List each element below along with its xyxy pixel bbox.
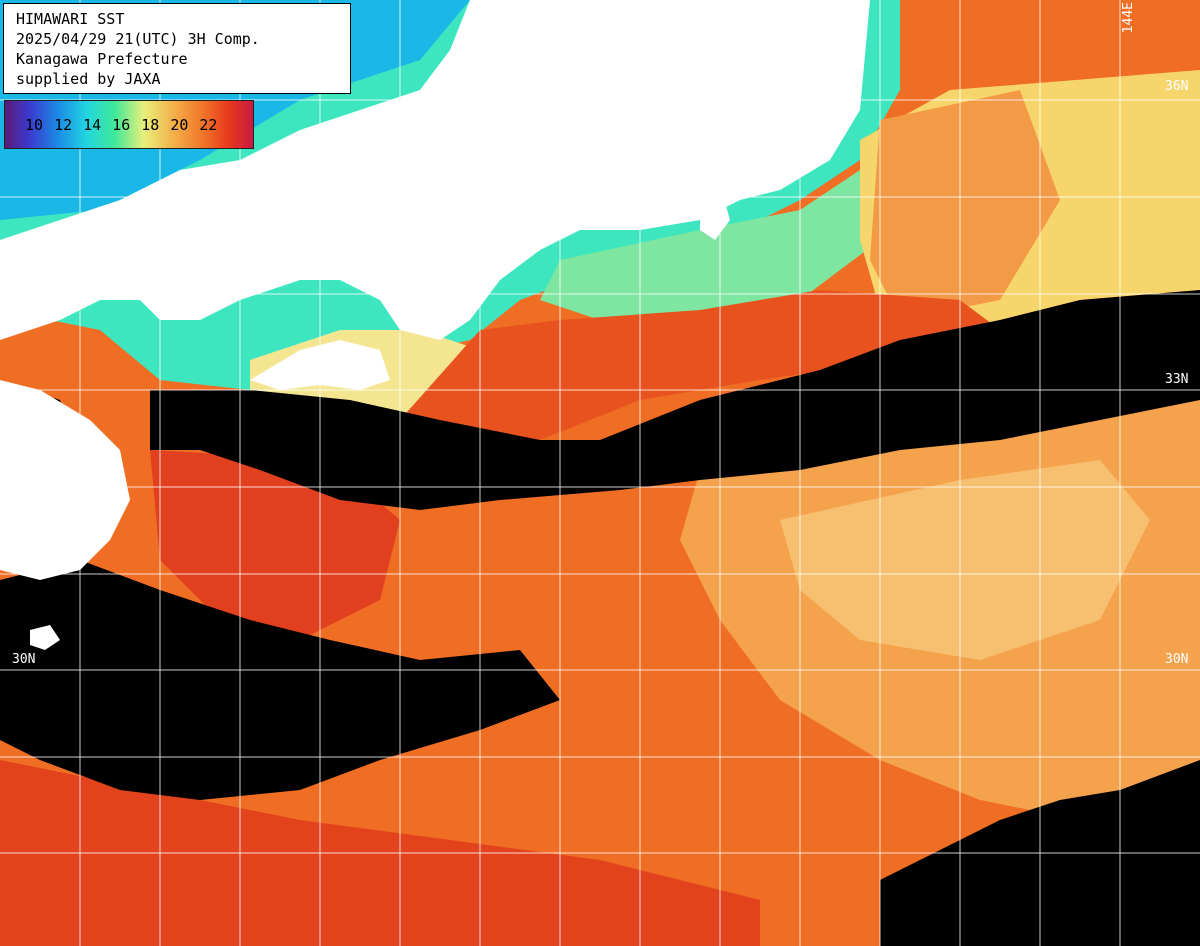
lon-label-144e: 144E [1121, 2, 1136, 34]
legend-tick: 12 [54, 116, 73, 134]
land-tanegashima [30, 625, 60, 650]
legend-tick: 20 [170, 116, 189, 134]
product-title: HIMAWARI SST [16, 10, 125, 28]
legend-tick: 16 [112, 116, 131, 134]
land-izu [700, 185, 730, 240]
lat-label-30n-east: 30N [1165, 652, 1189, 667]
legend-tick: 18 [141, 116, 160, 134]
lat-label-36n: 36N [1165, 79, 1189, 94]
greenish-water [540, 170, 880, 320]
pale-water-east [780, 460, 1150, 660]
legend-ticks: 10 12 14 16 18 20 22 [25, 116, 217, 134]
legend-tick: 10 [25, 116, 44, 134]
kuroshio-band [400, 290, 1000, 450]
legend-tick: 14 [83, 116, 102, 134]
lat-label-30n-west: 30N [12, 652, 36, 667]
land-honshu [0, 0, 870, 340]
credit: supplied by JAXA [16, 70, 161, 88]
info-box: HIMAWARI SST 2025/04/29 21(UTC) 3H Comp.… [3, 3, 351, 94]
legend-tick: 22 [199, 116, 218, 134]
color-legend: 10 12 14 16 18 20 22 [4, 100, 254, 149]
lon-label-136e: 136E [481, 2, 496, 34]
timestamp: 2025/04/29 21(UTC) 3H Comp. [16, 30, 260, 48]
warm-band-upper [870, 90, 1060, 320]
provider: Kanagawa Prefecture [16, 50, 188, 68]
cloud-west [0, 560, 560, 800]
cloud-band-upper [150, 290, 1200, 510]
land-kyushu [0, 380, 130, 580]
lat-label-33n: 33N [1165, 372, 1189, 387]
